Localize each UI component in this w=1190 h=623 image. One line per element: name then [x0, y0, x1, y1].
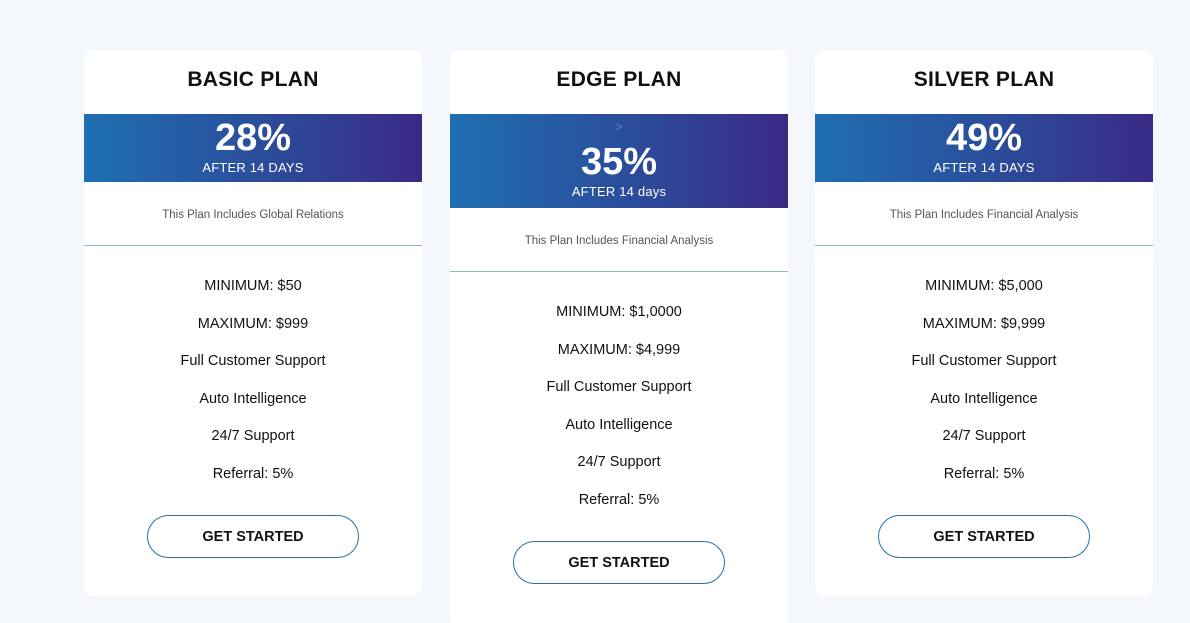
feature-referral: Referral: 5% — [212, 465, 294, 482]
plan-card-basic: BASIC PLAN 28% AFTER 14 DAYS This Plan I… — [84, 50, 422, 596]
plan-title: SILVER PLAN — [913, 68, 1055, 91]
rate-banner: > 35% AFTER 14 days — [450, 114, 788, 208]
feature-24-7-support: 24/7 Support — [577, 454, 661, 470]
rate-value: 35% — [580, 141, 658, 183]
feature-auto-intelligence: Auto Intelligence — [930, 390, 1038, 407]
feature-minimum: MINIMUM: $50 — [204, 278, 302, 294]
get-started-button[interactable]: GET STARTED — [878, 515, 1090, 558]
feature-maximum: MAXIMUM: $4,999 — [557, 341, 681, 358]
plan-title: EDGE PLAN — [556, 68, 682, 91]
feature-minimum: MINIMUM: $5,000 — [925, 278, 1043, 294]
chevron-right-icon: > — [615, 119, 623, 134]
rate-banner: 49% AFTER 14 DAYS — [815, 114, 1153, 182]
plan-includes: This Plan Includes Financial Analysis — [815, 182, 1153, 246]
feature-referral: Referral: 5% — [578, 491, 660, 508]
rate-value: 49% — [945, 117, 1023, 159]
get-started-button[interactable]: GET STARTED — [147, 515, 359, 558]
feature-24-7-support: 24/7 Support — [942, 428, 1026, 444]
feature-auto-intelligence: Auto Intelligence — [565, 416, 673, 433]
feature-auto-intelligence: Auto Intelligence — [199, 390, 307, 407]
feature-24-7-support: 24/7 Support — [211, 428, 295, 444]
feature-maximum: MAXIMUM: $999 — [197, 315, 309, 332]
get-started-button[interactable]: GET STARTED — [513, 541, 725, 584]
rate-period: AFTER 14 DAYS — [933, 160, 1035, 175]
feature-minimum: MINIMUM: $1,0000 — [556, 304, 682, 320]
rate-period: AFTER 14 days — [571, 184, 667, 199]
feature-customer-support: Full Customer Support — [180, 353, 326, 369]
feature-list: MINIMUM: $5,000 MAXIMUM: $9,999 Full Cus… — [815, 246, 1153, 493]
plan-title: BASIC PLAN — [187, 68, 319, 91]
rate-period: AFTER 14 DAYS — [202, 160, 304, 175]
feature-maximum: MAXIMUM: $9,999 — [922, 315, 1046, 332]
plan-includes: This Plan Includes Global Relations — [84, 182, 422, 246]
feature-list: MINIMUM: $50 MAXIMUM: $999 Full Customer… — [84, 246, 422, 493]
plan-card-silver: SILVER PLAN 49% AFTER 14 DAYS This Plan … — [815, 50, 1153, 596]
feature-list: MINIMUM: $1,0000 MAXIMUM: $4,999 Full Cu… — [450, 272, 788, 519]
plan-includes: This Plan Includes Financial Analysis — [450, 208, 788, 272]
feature-referral: Referral: 5% — [943, 465, 1025, 482]
feature-customer-support: Full Customer Support — [911, 353, 1057, 369]
plan-card-edge: EDGE PLAN > 35% AFTER 14 days This Plan … — [450, 50, 788, 623]
rate-banner: 28% AFTER 14 DAYS — [84, 114, 422, 182]
rate-value: 28% — [214, 117, 292, 159]
feature-customer-support: Full Customer Support — [546, 379, 692, 395]
